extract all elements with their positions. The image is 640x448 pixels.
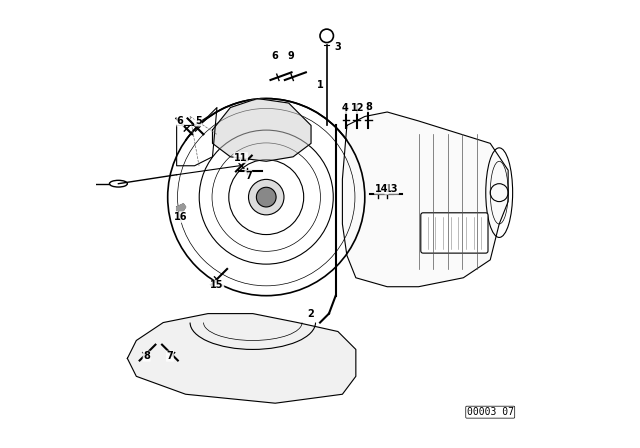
Text: 7: 7 bbox=[245, 171, 252, 181]
Text: 13: 13 bbox=[385, 184, 399, 194]
FancyBboxPatch shape bbox=[421, 213, 488, 253]
Text: 12: 12 bbox=[351, 103, 364, 113]
Polygon shape bbox=[212, 99, 311, 161]
Text: 2: 2 bbox=[308, 309, 314, 319]
Text: 6: 6 bbox=[177, 116, 184, 126]
Text: 8: 8 bbox=[366, 102, 372, 112]
Text: 11: 11 bbox=[234, 153, 248, 163]
Text: 00003 07: 00003 07 bbox=[467, 407, 514, 417]
Text: 7: 7 bbox=[166, 351, 173, 361]
Polygon shape bbox=[177, 204, 186, 211]
Polygon shape bbox=[342, 112, 508, 287]
Text: 5: 5 bbox=[195, 116, 202, 126]
Polygon shape bbox=[127, 314, 356, 403]
Text: 8: 8 bbox=[143, 351, 150, 361]
Text: 14: 14 bbox=[374, 184, 388, 194]
Text: 16: 16 bbox=[173, 212, 187, 222]
Text: 1: 1 bbox=[317, 80, 323, 90]
Text: 9: 9 bbox=[287, 51, 294, 61]
Circle shape bbox=[248, 179, 284, 215]
Circle shape bbox=[257, 187, 276, 207]
Text: 4: 4 bbox=[342, 103, 348, 113]
Text: 6: 6 bbox=[271, 51, 278, 61]
Text: 3: 3 bbox=[335, 42, 341, 52]
Text: 15: 15 bbox=[210, 280, 224, 290]
